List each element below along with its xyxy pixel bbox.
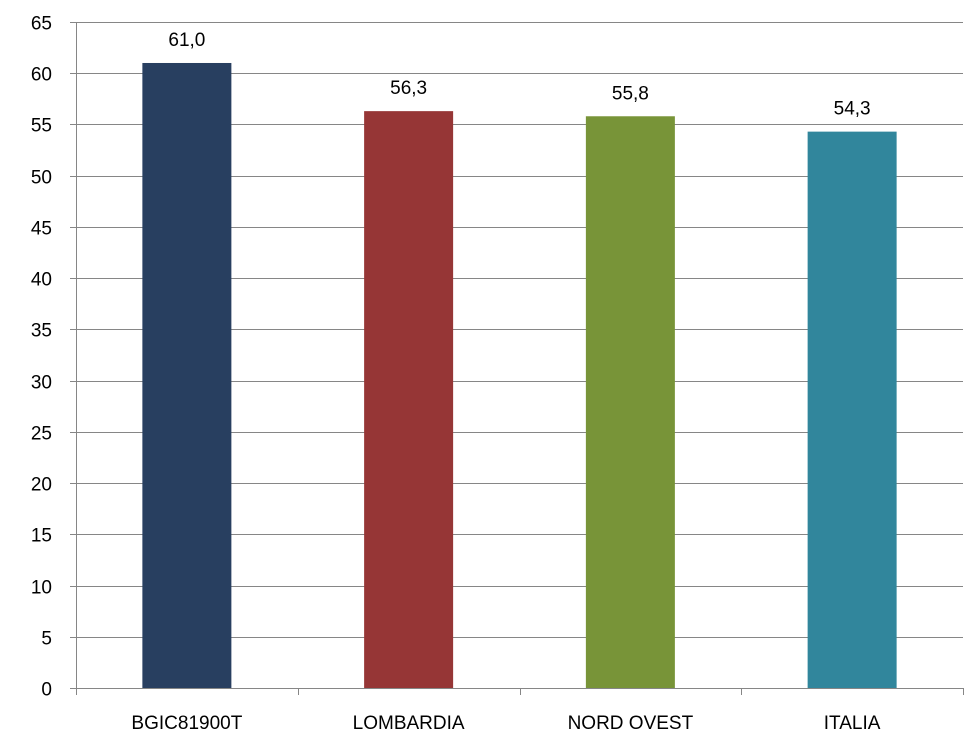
y-tick-label: 30	[31, 373, 52, 394]
y-tick-label: 65	[31, 14, 52, 35]
bar	[142, 62, 232, 688]
y-tick-label: 35	[31, 321, 52, 342]
bar	[364, 111, 454, 688]
y-tick-label: 40	[31, 270, 52, 291]
data-label: 54,3	[834, 99, 871, 120]
labels: 0 5 10 15 20 25 30 35 40 45 50 55 60 65 61,0 BGIC81900T…	[31, 14, 881, 734]
y-tick-label: 5	[41, 629, 52, 650]
x-category-label: LOMBARDIA	[353, 713, 465, 734]
y-tick-label: 50	[31, 168, 52, 189]
bar	[585, 116, 675, 688]
data-label: 56,3	[390, 78, 427, 99]
x-category-label: ITALIA	[824, 713, 881, 734]
y-tick-label: 55	[31, 116, 52, 137]
y-tick-label: 10	[31, 578, 52, 599]
y-tick-label: 20	[31, 475, 52, 496]
bar	[807, 131, 897, 688]
y-tick-label: 15	[31, 526, 52, 547]
axes	[70, 22, 964, 695]
y-tick-label: 60	[31, 65, 52, 86]
y-tick-label: 0	[41, 680, 52, 701]
y-tick-label: 45	[31, 219, 52, 240]
data-label: 55,8	[612, 83, 649, 104]
y-tick-label: 25	[31, 424, 52, 445]
bars	[142, 62, 897, 688]
data-label: 61,0	[168, 30, 205, 51]
x-category-label: NORD OVEST	[568, 713, 694, 734]
x-category-label: BGIC81900T	[131, 713, 242, 734]
